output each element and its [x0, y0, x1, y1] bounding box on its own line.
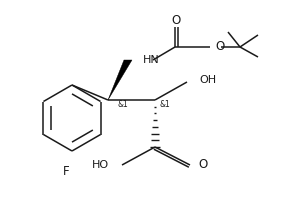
Text: O: O — [198, 159, 207, 172]
Text: F: F — [63, 165, 69, 178]
Text: HO: HO — [92, 160, 109, 170]
Text: &1: &1 — [117, 99, 128, 109]
Text: HN: HN — [143, 55, 160, 65]
Polygon shape — [108, 60, 132, 100]
Text: O: O — [171, 14, 181, 27]
Text: O: O — [215, 40, 224, 52]
Text: &1: &1 — [160, 99, 171, 109]
Text: OH: OH — [199, 75, 216, 85]
